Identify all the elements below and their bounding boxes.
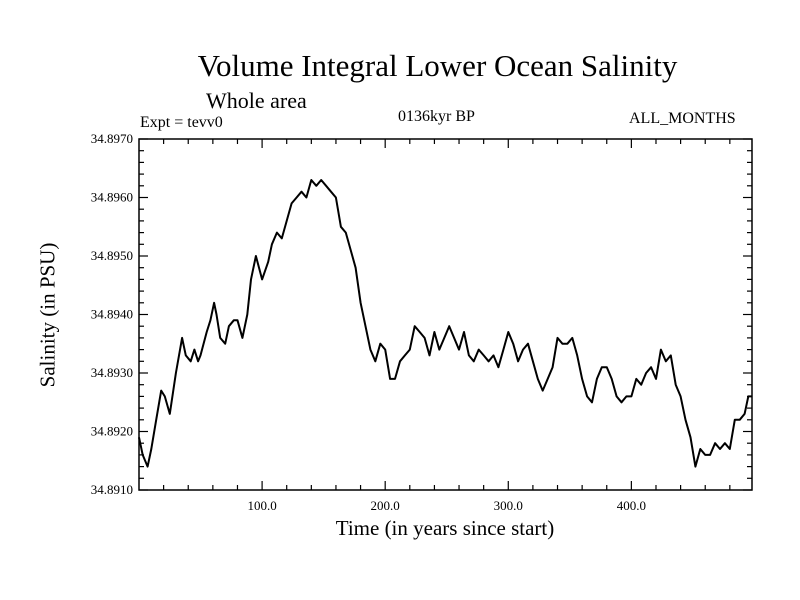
x-tick-label: 400.0 xyxy=(617,498,646,513)
x-tick-label: 200.0 xyxy=(371,498,400,513)
period-label: 0136kyr BP xyxy=(398,108,475,125)
y-tick-label: 34.8970 xyxy=(91,131,133,146)
y-tick-label: 34.8930 xyxy=(91,365,133,380)
y-tick-label: 34.8940 xyxy=(91,307,133,322)
tick-labels: 100.0 200.0 300.0 400.0 34.8910 34.8920 34.893… xyxy=(91,131,646,513)
x-tick-label: 300.0 xyxy=(494,498,523,513)
experiment-label: Expt = tevv0 xyxy=(140,114,223,131)
chart-subtitle: Whole area xyxy=(206,88,307,113)
y-tick-label: 34.8950 xyxy=(91,248,133,263)
chart-title: Volume Integral Lower Ocean Salinity xyxy=(197,48,678,83)
axis-ticks xyxy=(139,138,752,491)
x-axis-label: Time (in years since start) xyxy=(335,516,555,540)
y-tick-label: 34.8920 xyxy=(91,424,133,439)
y-tick-label: 34.8960 xyxy=(91,190,133,205)
months-label: ALL_MONTHS xyxy=(629,110,736,127)
y-tick-label: 34.8910 xyxy=(91,482,133,497)
plot-frame xyxy=(138,138,753,491)
x-tick-label: 100.0 xyxy=(247,498,276,513)
salinity-series-line xyxy=(138,179,752,468)
